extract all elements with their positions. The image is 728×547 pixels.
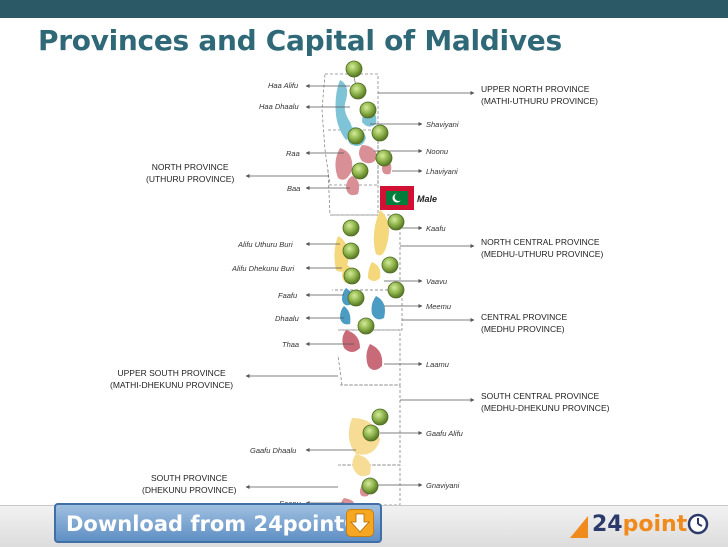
green-pin-marker-icon bbox=[347, 127, 365, 145]
atoll-noonu bbox=[359, 145, 378, 164]
atoll-label-haa-alifu: Haa Alifu bbox=[268, 81, 299, 90]
green-pin-marker-icon bbox=[349, 82, 367, 100]
atoll-laamu bbox=[366, 344, 383, 370]
province-upper-north: UPPER NORTH PROVINCE (MATHI-UTHURU PROVI… bbox=[481, 83, 598, 107]
atoll-label-meemu: Meemu bbox=[426, 302, 452, 311]
province-local-name: (MEDHU-UTHURU PROVINCE) bbox=[481, 249, 604, 259]
download-button[interactable]: Download from 24point0 bbox=[54, 503, 382, 543]
province-name: SOUTH PROVINCE bbox=[150, 473, 228, 483]
atoll-thaa bbox=[342, 330, 360, 352]
atoll-label-thaa: Thaa bbox=[282, 340, 300, 349]
download-button-label: Download from 24point0 bbox=[66, 512, 359, 536]
atoll-raa bbox=[335, 148, 353, 180]
atoll-label-dhaalu: Dhaalu bbox=[275, 314, 299, 323]
atoll-haa-alifu bbox=[335, 80, 353, 140]
atoll-label-lhaviyani: Lhaviyani bbox=[426, 167, 458, 176]
green-pin-marker-icon bbox=[387, 281, 405, 299]
atoll-label-alifu-dhekunu-buri: Alifu Dhekunu Buri bbox=[232, 264, 295, 273]
atoll-label-vaavu: Vaavu bbox=[426, 277, 447, 286]
atoll-label-alifu-uthuru-buri: Alifu Uthuru Buri bbox=[238, 240, 293, 249]
province-local-name: (MEDHU-DHEKUNU PROVINCE) bbox=[481, 403, 610, 413]
province-south-central: SOUTH CENTRAL PROVINCE (MEDHU-DHEKUNU PR… bbox=[481, 390, 609, 414]
top-bar bbox=[0, 0, 728, 18]
province-local-name: (MATHI-UTHURU PROVINCE) bbox=[481, 96, 598, 106]
green-pin-marker-icon bbox=[362, 424, 380, 442]
atoll-label-baa: Baa bbox=[287, 184, 301, 193]
atoll-label-laamu: Laamu bbox=[426, 360, 449, 369]
brand-logo: 24point bbox=[570, 512, 709, 542]
green-pin-marker-icon bbox=[342, 242, 360, 260]
atoll-meemu bbox=[371, 296, 385, 320]
green-pin-marker-icon bbox=[361, 477, 379, 495]
capital-label-male: Male bbox=[417, 194, 438, 204]
atoll-gaafu-dhaalu bbox=[352, 454, 371, 477]
logo-wedge bbox=[570, 516, 588, 538]
province-name: NORTH CENTRAL PROVINCE bbox=[481, 237, 600, 247]
atoll-shapes bbox=[334, 80, 392, 506]
green-pin-marker-icon bbox=[381, 256, 399, 274]
logo-text-24: 24 bbox=[592, 512, 623, 537]
atoll-alifu-uthuru-buri bbox=[334, 236, 349, 272]
atoll-label-shaviyani: Shaviyani bbox=[426, 120, 459, 129]
province-local-name: (MEDHU PROVINCE) bbox=[481, 324, 565, 334]
province-south: SOUTH PROVINCE (DHEKUNU PROVINCE) bbox=[142, 472, 236, 496]
province-local-name: (DHEKUNU PROVINCE) bbox=[142, 485, 237, 495]
atoll-label-gnaviyani: Gnaviyani bbox=[426, 481, 460, 490]
page-title: Provinces and Capital of Maldives bbox=[38, 24, 562, 57]
green-pin-marker-icon bbox=[387, 213, 405, 231]
province-north: NORTH PROVINCE (UTHURU PROVINCE) bbox=[146, 161, 234, 185]
atoll-baa bbox=[346, 176, 360, 196]
download-arrow-icon bbox=[346, 509, 374, 537]
province-leader-lines bbox=[245, 91, 475, 489]
green-pin-marker-icon bbox=[345, 60, 363, 87]
province-name: CENTRAL PROVINCE bbox=[481, 312, 568, 322]
maldives-flag-icon bbox=[380, 186, 414, 210]
boundary-upper-north bbox=[321, 73, 379, 186]
atoll-dhaalu bbox=[340, 306, 351, 325]
province-upper-south: UPPER SOUTH PROVINCE (MATHI-DHEKUNU PROV… bbox=[110, 367, 233, 391]
green-pin-marker-icon bbox=[347, 289, 365, 307]
logo-text-point: point bbox=[622, 512, 688, 537]
province-north-central: NORTH CENTRAL PROVINCE (MEDHU-UTHURU PRO… bbox=[481, 236, 603, 260]
province-local-name: (UTHURU PROVINCE) bbox=[146, 174, 235, 184]
province-name: UPPER SOUTH PROVINCE bbox=[117, 368, 226, 378]
green-pin-marker-icon bbox=[357, 317, 375, 335]
province-name: SOUTH CENTRAL PROVINCE bbox=[481, 391, 600, 401]
atoll-kaafu bbox=[373, 210, 389, 256]
pin-markers bbox=[342, 60, 405, 495]
province-name: UPPER NORTH PROVINCE bbox=[481, 84, 590, 94]
atoll-label-gaafu-alifu: Gaafu Alifu bbox=[426, 429, 463, 438]
green-pin-marker-icon bbox=[375, 149, 393, 167]
atoll-label-kaafu: Kaafu bbox=[426, 224, 446, 233]
atoll-label-faafu: Faafu bbox=[278, 291, 298, 300]
green-pin-marker-icon bbox=[371, 408, 389, 426]
clock-icon bbox=[687, 513, 709, 540]
atoll-label-raa: Raa bbox=[286, 149, 300, 158]
green-pin-marker-icon bbox=[371, 124, 389, 142]
green-pin-marker-icon bbox=[343, 267, 361, 285]
province-local-name: (MATHI-DHEKUNU PROVINCE) bbox=[110, 380, 234, 390]
province-name: NORTH PROVINCE bbox=[151, 162, 229, 172]
atoll-label-haa-dhaalu: Haa Dhaalu bbox=[259, 102, 299, 111]
atoll-label-noonu: Noonu bbox=[426, 147, 449, 156]
province-central: CENTRAL PROVINCE (MEDHU PROVINCE) bbox=[481, 311, 567, 335]
green-pin-marker-icon bbox=[342, 219, 360, 237]
green-pin-marker-icon bbox=[359, 101, 377, 119]
atoll-label-gaafu-dhaalu: Gaafu Dhaalu bbox=[250, 446, 297, 455]
green-pin-marker-icon bbox=[351, 162, 369, 180]
atoll-vaavu bbox=[368, 262, 381, 281]
